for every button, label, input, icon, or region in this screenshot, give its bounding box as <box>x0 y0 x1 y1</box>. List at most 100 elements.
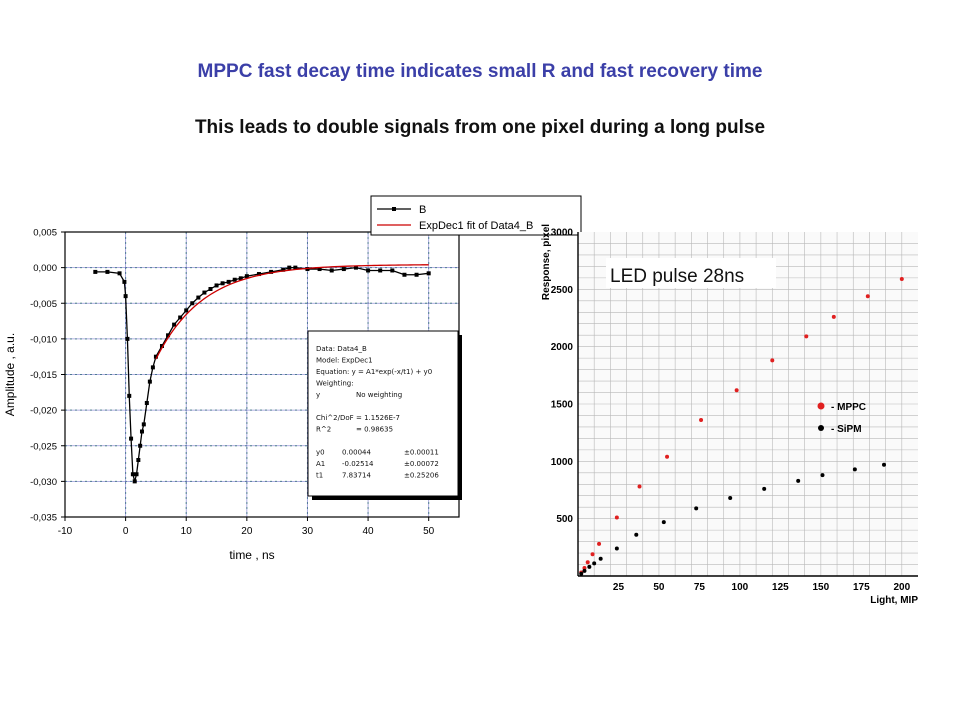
data-point-sipm <box>694 506 699 511</box>
x-tick-label: 200 <box>893 582 910 593</box>
x-tick-label: -10 <box>58 526 73 537</box>
data-point-mppc <box>865 294 870 299</box>
fit-box-value: No weighting <box>356 391 402 399</box>
data-point-b <box>125 336 130 341</box>
annotation-bg <box>606 258 776 288</box>
y-tick-label: -0,035 <box>30 513 57 524</box>
data-point-sipm <box>598 556 603 561</box>
y-tick-label: 3000 <box>551 228 574 239</box>
data-point-mppc <box>582 565 587 570</box>
legend-label-fit: ExpDec1 fit of Data4_B <box>419 220 533 232</box>
data-point-sipm <box>582 568 587 573</box>
x-tick-label: 125 <box>772 582 789 593</box>
data-point-b <box>244 274 249 279</box>
data-point-mppc <box>665 454 670 459</box>
data-point-b <box>153 354 158 359</box>
fit-box-label: Equation: y = A1*exp(-x/t1) + y0 <box>316 368 432 376</box>
fit-box-value: = 1.1526E-7 <box>356 414 400 422</box>
data-point-b <box>378 268 383 273</box>
legend-marker-mppc <box>817 402 825 410</box>
fit-box-label: Model: ExpDec1 <box>316 357 373 365</box>
data-point-b <box>317 267 322 272</box>
data-point-b <box>132 479 137 484</box>
data-point-b <box>232 277 237 282</box>
legend-box <box>370 195 582 236</box>
data-point-b <box>136 458 141 462</box>
fit-box-label: y0 <box>316 449 325 457</box>
page-subtitle: This leads to double signals from one pi… <box>194 117 766 138</box>
x-axis-label: time , ns <box>229 548 274 562</box>
x-tick-label: 50 <box>653 582 665 593</box>
legend-label-b: B <box>419 204 426 216</box>
data-point-b <box>141 422 146 427</box>
x-tick-label: 100 <box>732 582 749 593</box>
legend-label-mppc: - MPPC <box>831 402 866 413</box>
x-tick-label: 50 <box>423 526 435 537</box>
data-point-b <box>123 294 128 299</box>
data-point-sipm <box>614 546 619 551</box>
data-point-b <box>305 267 310 272</box>
fit-box-value: = 0.98635 <box>356 426 393 434</box>
y-axis-label: Amplitude , a.u. <box>3 333 17 416</box>
y-tick-label: -0,010 <box>30 334 57 345</box>
fit-box-label: y <box>316 391 320 399</box>
fit-curve <box>155 264 429 360</box>
data-point-mppc <box>597 541 602 546</box>
data-point-b <box>196 295 201 300</box>
data-point-b <box>256 272 261 277</box>
fit-box <box>307 330 459 497</box>
data-point-b <box>144 401 149 405</box>
data-point-b <box>184 308 189 313</box>
data-point-b <box>130 472 135 477</box>
data-point-sipm <box>592 561 597 566</box>
y-tick-label: 500 <box>556 514 573 525</box>
data-point-b <box>402 272 407 277</box>
data-point-b <box>139 429 144 434</box>
data-point-b <box>366 268 371 273</box>
data-point-b <box>166 333 171 338</box>
y-tick-label: 2500 <box>551 285 574 296</box>
data-point-b <box>127 393 132 398</box>
data-point-b <box>134 472 139 477</box>
data-point-b <box>426 271 431 276</box>
fit-box-label: Weighting: <box>316 380 354 388</box>
data-point-b <box>329 268 334 273</box>
data-point-b <box>220 281 225 286</box>
data-point-sipm <box>762 486 767 491</box>
fit-box-value: 0.00044 <box>342 449 371 457</box>
data-point-b <box>147 379 152 384</box>
x-tick-label: 0 <box>123 526 129 537</box>
fit-box-label: t1 <box>316 472 323 480</box>
data-point-b <box>138 443 143 448</box>
data-point-sipm <box>852 467 857 472</box>
data-point-sipm <box>587 564 592 569</box>
data-point-sipm <box>728 496 733 501</box>
y-tick-label: -0,025 <box>30 441 57 452</box>
data-point-b <box>293 265 298 270</box>
legend-marker-sipm <box>818 425 824 431</box>
y-tick-label: 0,005 <box>33 228 57 239</box>
fit-box-value: -0.02514 <box>342 460 374 468</box>
data-point-b <box>341 267 346 272</box>
fit-box-error: ±0.00011 <box>404 449 439 457</box>
data-point-b <box>226 279 231 284</box>
fit-box-label: R^2 <box>316 426 331 434</box>
y-tick-label: -0,020 <box>30 406 57 417</box>
data-point-b <box>93 269 98 274</box>
data-point-mppc <box>804 334 809 339</box>
data-point-sipm <box>661 520 666 525</box>
data-point-b <box>172 322 177 327</box>
x-tick-label: 30 <box>302 526 314 537</box>
data-point-b <box>390 268 395 273</box>
fit-box-label: A1 <box>316 460 325 468</box>
data-point-b <box>129 436 134 441</box>
data-point-mppc <box>770 358 775 363</box>
data-point-sipm <box>882 462 886 467</box>
y-tick-label: -0,005 <box>30 299 57 310</box>
data-point-b <box>214 283 219 288</box>
data-point-b <box>190 301 195 306</box>
data-point-b <box>238 276 243 281</box>
fit-box-label: Data: Data4_B <box>316 345 367 353</box>
fit-box-error: ±0.25206 <box>404 472 439 480</box>
